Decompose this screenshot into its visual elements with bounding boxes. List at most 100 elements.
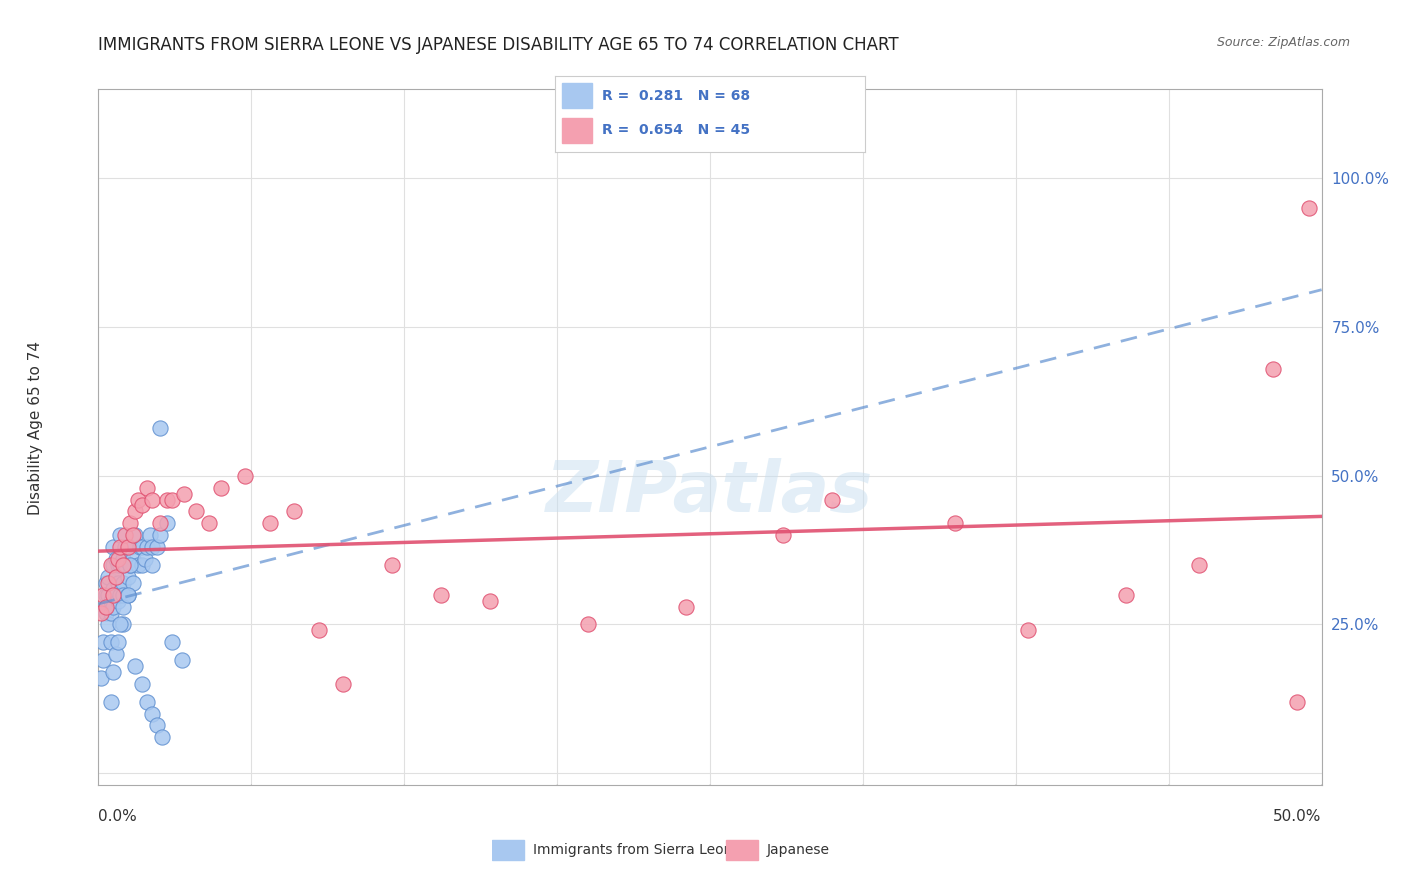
Point: [94, 606, 117, 620]
Point: [90, 606, 112, 620]
Point: [111, 552, 134, 566]
Point: [97, 575, 120, 590]
Point: [100, 593, 122, 607]
Point: [146, 718, 169, 732]
Point: [111, 575, 134, 590]
Point: [94, 575, 117, 590]
Point: [381, 558, 404, 572]
Point: [1261, 361, 1284, 376]
Point: [124, 659, 146, 673]
Text: Source: ZipAtlas.com: Source: ZipAtlas.com: [1216, 36, 1350, 49]
Point: [104, 588, 127, 602]
Point: [111, 599, 134, 614]
Point: [1017, 624, 1039, 638]
Point: [1115, 588, 1137, 602]
Point: [124, 504, 146, 518]
Point: [259, 516, 281, 531]
Point: [94, 588, 117, 602]
Point: [131, 540, 153, 554]
Point: [1286, 695, 1309, 709]
Point: [120, 558, 142, 572]
Point: [127, 558, 149, 572]
Point: [107, 635, 129, 649]
Bar: [561, 119, 592, 143]
Point: [104, 647, 127, 661]
Point: [1188, 558, 1211, 572]
Point: [100, 558, 122, 572]
Point: [91, 588, 114, 602]
Text: Immigrants from Sierra Leone: Immigrants from Sierra Leone: [533, 843, 741, 856]
Bar: [561, 84, 592, 108]
Point: [283, 504, 305, 518]
Point: [141, 558, 163, 572]
Point: [97, 588, 120, 602]
Point: [139, 528, 162, 542]
Point: [121, 528, 143, 542]
Text: Japanese: Japanese: [766, 843, 830, 856]
Point: [100, 606, 122, 620]
Point: [114, 528, 136, 542]
Point: [149, 528, 172, 542]
Point: [209, 481, 232, 495]
Point: [156, 516, 179, 531]
Point: [131, 558, 153, 572]
Point: [107, 575, 129, 590]
Point: [136, 540, 159, 554]
Point: [156, 492, 179, 507]
Point: [101, 588, 124, 602]
Point: [101, 665, 124, 679]
Point: [186, 504, 208, 518]
Point: [141, 540, 163, 554]
Point: [110, 540, 132, 554]
Point: [104, 552, 127, 566]
Text: ZIPatlas: ZIPatlas: [547, 458, 873, 527]
Point: [150, 731, 173, 745]
Point: [149, 421, 172, 435]
Point: [100, 695, 122, 709]
Point: [332, 677, 354, 691]
Point: [94, 599, 117, 614]
Point: [129, 540, 152, 554]
Point: [117, 570, 139, 584]
Point: [117, 588, 139, 602]
Point: [120, 558, 142, 572]
Point: [94, 599, 117, 614]
Point: [91, 635, 114, 649]
Text: Disability Age 65 to 74: Disability Age 65 to 74: [28, 341, 42, 516]
Bar: [725, 839, 758, 860]
Point: [160, 492, 183, 507]
Point: [233, 468, 256, 483]
Text: R =  0.281   N = 68: R = 0.281 N = 68: [602, 88, 749, 103]
Point: [111, 588, 134, 602]
Point: [101, 540, 124, 554]
Point: [101, 582, 124, 596]
Point: [120, 540, 142, 554]
Text: 50.0%: 50.0%: [1274, 809, 1322, 823]
Point: [136, 695, 159, 709]
Point: [141, 706, 163, 721]
Point: [111, 558, 134, 572]
Text: R =  0.654   N = 45: R = 0.654 N = 45: [602, 123, 749, 137]
Point: [97, 570, 120, 584]
Point: [131, 677, 153, 691]
Point: [1298, 201, 1320, 215]
Point: [173, 486, 195, 500]
Point: [131, 499, 153, 513]
Point: [576, 617, 599, 632]
Bar: [492, 839, 523, 860]
Point: [170, 653, 193, 667]
Point: [107, 558, 129, 572]
Point: [100, 635, 122, 649]
Point: [127, 492, 149, 507]
Point: [772, 528, 794, 542]
Point: [149, 516, 172, 531]
Text: IMMIGRANTS FROM SIERRA LEONE VS JAPANESE DISABILITY AGE 65 TO 74 CORRELATION CHA: IMMIGRANTS FROM SIERRA LEONE VS JAPANESE…: [98, 36, 898, 54]
Point: [308, 624, 330, 638]
Point: [136, 481, 159, 495]
Point: [124, 528, 146, 542]
Point: [675, 599, 697, 614]
Point: [430, 588, 453, 602]
Point: [111, 617, 134, 632]
Point: [117, 540, 139, 554]
Point: [90, 671, 112, 685]
